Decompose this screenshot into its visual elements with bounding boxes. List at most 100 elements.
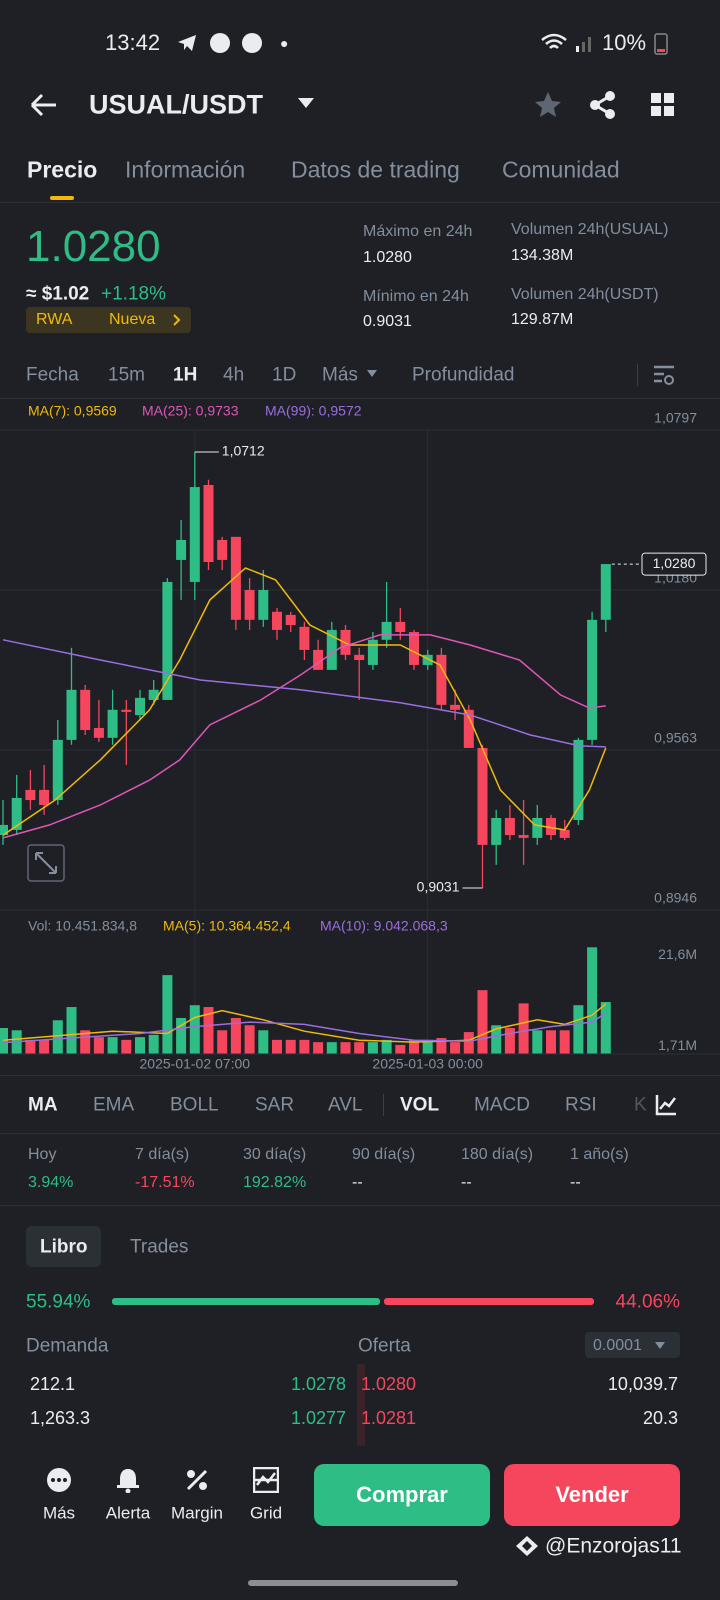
bid-price: 1.0278: [290, 1374, 346, 1394]
candle-body: [367, 639, 378, 665]
indicator[interactable]: EMA: [93, 1094, 135, 1116]
layout-button[interactable]: [650, 92, 676, 118]
interval[interactable]: 4h: [223, 364, 245, 386]
book-tab[interactable]: Libro: [40, 1236, 88, 1258]
ask-price: 1.0280: [361, 1374, 417, 1394]
interval[interactable]: Más: [322, 364, 358, 386]
expand-button[interactable]: [27, 844, 65, 882]
chart-settings[interactable]: [652, 363, 676, 387]
candle-body: [39, 789, 50, 805]
bar-item[interactable]: Grid: [249, 1503, 283, 1523]
precision[interactable]: 0.0001: [593, 1337, 642, 1354]
volume-bar: [39, 1039, 50, 1054]
tag[interactable]: RWA: [36, 311, 73, 328]
precision-dropdown[interactable]: [654, 1341, 666, 1351]
volume-bar: [587, 947, 598, 1054]
grid-icon[interactable]: [253, 1467, 279, 1493]
y-tick-label: 0,9563: [654, 730, 697, 746]
tab[interactable]: Datos de trading: [291, 156, 460, 183]
ask-qty: 20.3: [642, 1408, 678, 1428]
volume-bar: [340, 1042, 351, 1054]
battery-icon: [654, 33, 668, 55]
tag-box[interactable]: [26, 307, 191, 333]
status-time: 13:42: [105, 30, 161, 55]
volume-bar: [395, 1044, 406, 1054]
candle-body: [66, 689, 77, 740]
tab[interactable]: Comunidad: [502, 156, 620, 183]
x-tick-label: 2025-01-03 00:00: [372, 1056, 483, 1072]
volume-bar: [176, 1017, 187, 1054]
interval[interactable]: 15m: [108, 364, 145, 386]
indicator[interactable]: VOL: [400, 1094, 440, 1116]
volume-bar: [189, 1005, 200, 1054]
interval-dropdown[interactable]: [366, 369, 378, 379]
volume-bar: [93, 1037, 104, 1054]
tab[interactable]: Información: [125, 156, 246, 183]
volume-bar: [573, 1005, 584, 1054]
legend-entry: MA(10): 9.042.068,3: [320, 918, 448, 934]
pair-dropdown[interactable]: [296, 96, 316, 110]
interval[interactable]: 1H: [173, 364, 198, 386]
buy-button[interactable]: Comprar: [314, 1464, 490, 1526]
candle-body: [203, 484, 214, 562]
back-button[interactable]: [28, 90, 60, 120]
interval[interactable]: 1D: [272, 364, 297, 386]
precision-box[interactable]: [585, 1332, 680, 1358]
bid-header: Demanda: [26, 1335, 109, 1357]
volume-bar: [450, 1042, 461, 1054]
candle-body: [189, 487, 200, 582]
x-tick-label: 2025-01-02 07:00: [140, 1056, 251, 1072]
divider: [383, 1094, 384, 1116]
period-value: --: [352, 1174, 363, 1191]
interval[interactable]: Profundidad: [412, 364, 515, 386]
more-icon[interactable]: [46, 1467, 72, 1493]
bar-item[interactable]: Margin: [171, 1503, 223, 1523]
volume-bar: [80, 1030, 91, 1054]
tab[interactable]: Precio: [27, 156, 98, 183]
indicator[interactable]: MA: [28, 1094, 58, 1116]
volume-bar: [66, 1007, 77, 1054]
volume-bar: [436, 1038, 447, 1054]
alert-icon[interactable]: [115, 1467, 141, 1493]
bar-item[interactable]: Más: [42, 1503, 76, 1523]
indicator[interactable]: SAR: [255, 1094, 295, 1116]
favorite-button[interactable]: [533, 90, 563, 120]
battery-level: 10%: [602, 30, 647, 55]
pair-title[interactable]: USUAL/USDT: [89, 89, 263, 120]
volume-bar: [230, 1017, 241, 1054]
candle-body: [477, 747, 488, 845]
indicator[interactable]: BOLL: [170, 1094, 219, 1116]
volume-bar: [491, 1025, 502, 1054]
sell-button[interactable]: Vender: [504, 1464, 680, 1526]
status-icons: [178, 33, 262, 53]
indicator-settings[interactable]: [654, 1093, 678, 1117]
volume-bar: [463, 1032, 474, 1054]
volume-bar: [203, 1007, 214, 1054]
annotation: 1,0712: [222, 443, 265, 459]
indicator[interactable]: RSI: [565, 1094, 597, 1116]
book-tab[interactable]: Trades: [130, 1236, 189, 1258]
candle-body: [299, 626, 310, 650]
volume-bar: [162, 975, 173, 1054]
margin-icon[interactable]: [184, 1467, 210, 1493]
candle-body: [381, 621, 392, 640]
ask-price: 1.0281: [361, 1408, 417, 1428]
volume-bar: [409, 1039, 419, 1054]
tag[interactable]: Nueva: [109, 311, 156, 328]
annotation: 0,9031: [417, 879, 460, 895]
indicator[interactable]: AVL: [328, 1094, 363, 1116]
bar-item[interactable]: Alerta: [105, 1503, 151, 1523]
indicator[interactable]: MACD: [474, 1094, 530, 1116]
share-button[interactable]: [588, 90, 618, 120]
candle-body: [573, 739, 584, 821]
candle-body: [532, 817, 543, 838]
interval[interactable]: Fecha: [26, 364, 79, 386]
volume-bar: [217, 1030, 228, 1054]
volume-legend: Vol: 10.451.834,8: [28, 918, 137, 934]
volume-bar: [559, 1030, 570, 1054]
candle-body: [409, 632, 419, 665]
indicator[interactable]: K: [634, 1094, 647, 1116]
volume-bar: [381, 1039, 392, 1054]
